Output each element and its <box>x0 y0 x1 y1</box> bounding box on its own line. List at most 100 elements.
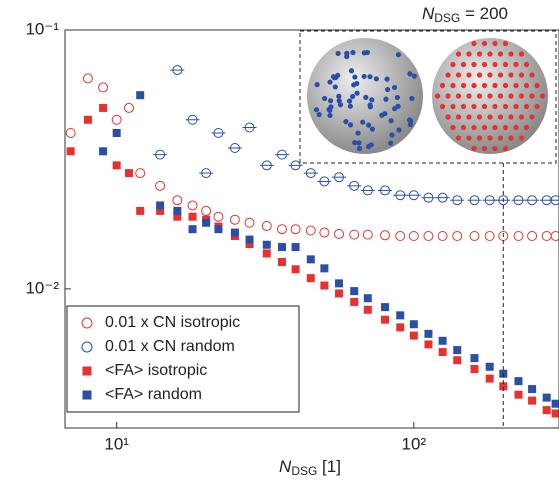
marker-circle <box>276 224 287 235</box>
marker-circle <box>469 231 480 242</box>
marker-circle <box>81 317 93 329</box>
sphere-dot <box>347 122 354 128</box>
sphere-dot <box>445 93 451 99</box>
marker-circle <box>187 200 198 211</box>
marker-square <box>112 161 121 170</box>
sphere-dot <box>316 111 322 118</box>
sphere-dot <box>389 132 395 138</box>
marker-square <box>551 409 559 418</box>
marker-square <box>424 340 433 349</box>
marker-square <box>381 315 390 324</box>
sphere-dot <box>487 93 493 99</box>
sphere-dot <box>330 74 337 80</box>
sphere-dot <box>350 49 356 56</box>
xlabel-sub: DSG <box>291 464 317 478</box>
marker-square <box>424 329 433 338</box>
sphere-dot <box>523 124 530 131</box>
sphere-dot <box>476 51 483 57</box>
sphere-dot <box>379 112 385 118</box>
sphere-dot <box>513 82 519 89</box>
sphere-dot <box>388 118 394 124</box>
marker-square <box>453 346 462 355</box>
sphere-dot <box>502 103 509 110</box>
marker-square <box>230 228 239 237</box>
sphere-dot <box>476 135 483 141</box>
sphere-dot <box>450 103 456 110</box>
sphere-dot <box>508 51 514 57</box>
sphere-dot <box>534 103 540 110</box>
sphere-dot <box>363 94 369 100</box>
sphere-dot <box>502 61 509 68</box>
sphere-dot <box>354 90 360 96</box>
sphere-dot <box>513 124 519 131</box>
marker-square <box>542 406 551 415</box>
sphere-dot <box>518 93 525 99</box>
sphere-dot <box>460 124 467 131</box>
marker-square <box>47 44 55 52</box>
x-tick-label: 10² <box>402 434 427 453</box>
legend-label: <FA> random <box>105 386 202 403</box>
marker-square <box>245 240 254 249</box>
sphere-dot <box>439 82 446 89</box>
sphere-dot <box>534 82 540 89</box>
sphere-dot <box>450 124 456 131</box>
sphere-dot <box>497 93 504 99</box>
marker-square <box>82 366 92 376</box>
marker-circle <box>244 122 255 133</box>
sphere-dot <box>369 126 375 132</box>
marker-circle <box>229 214 240 225</box>
marker-circle <box>155 180 166 191</box>
marker-circle <box>65 128 76 139</box>
marker-circle <box>423 192 434 203</box>
marker-square <box>277 257 286 266</box>
sphere-dot <box>492 61 498 68</box>
sphere-dot <box>351 82 357 88</box>
sphere-dot <box>523 61 530 68</box>
marker-square <box>470 354 479 363</box>
legend-label: 0.01 x CN isotropic <box>105 314 240 331</box>
sphere-dot <box>337 102 344 108</box>
marker-square <box>262 240 271 249</box>
sphere-dot <box>466 51 472 57</box>
marker-circle <box>123 102 134 113</box>
marker-circle <box>201 168 212 179</box>
series <box>65 73 559 242</box>
sphere-dot <box>471 40 477 47</box>
marker-circle <box>213 211 224 222</box>
sphere-dot <box>529 114 535 120</box>
sphere-dot <box>497 72 504 78</box>
marker-circle <box>408 190 419 201</box>
sphere-dot <box>361 73 367 80</box>
xlabel-suffix: [1] <box>317 457 341 476</box>
sphere-dot <box>466 72 472 78</box>
marker-circle <box>380 230 391 241</box>
sphere-dot <box>487 135 493 141</box>
marker-square <box>528 385 537 394</box>
sphere-dot <box>518 51 525 57</box>
marker-square <box>124 169 133 178</box>
sphere-dot <box>481 124 488 131</box>
marker-square <box>320 281 329 290</box>
marker-circle <box>550 231 559 242</box>
sphere-dot <box>471 145 477 152</box>
marker-square <box>320 264 329 273</box>
sphere-dot <box>367 74 373 80</box>
marker-square <box>396 311 405 320</box>
sphere-dot <box>327 98 334 104</box>
marker-circle <box>395 190 406 201</box>
marker-square <box>363 305 372 314</box>
marker-circle <box>527 195 538 206</box>
sphere-dot <box>518 72 525 78</box>
inset-label: NDSG = 200 <box>422 4 508 25</box>
marker-circle <box>187 114 198 125</box>
plot-area <box>47 44 559 418</box>
sphere-dot <box>523 82 530 89</box>
sphere-dot <box>391 84 398 91</box>
marker-circle <box>229 143 240 154</box>
sphere-dot <box>502 82 509 89</box>
sphere-dot <box>497 51 504 57</box>
sphere-dot <box>497 114 504 120</box>
sphere-dot <box>481 61 488 68</box>
marker-square <box>112 129 121 138</box>
marker-circle <box>172 65 183 76</box>
